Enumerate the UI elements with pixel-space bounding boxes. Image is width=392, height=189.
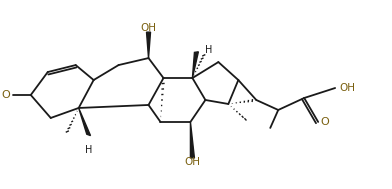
- Text: O: O: [1, 90, 10, 100]
- Text: O: O: [320, 117, 329, 127]
- Text: OH: OH: [184, 157, 200, 167]
- Polygon shape: [192, 52, 198, 78]
- Text: H: H: [205, 45, 212, 55]
- Polygon shape: [191, 122, 194, 158]
- Text: H: H: [85, 145, 93, 155]
- Polygon shape: [147, 32, 151, 58]
- Text: OH: OH: [339, 83, 355, 93]
- Polygon shape: [79, 108, 91, 136]
- Text: OH: OH: [140, 23, 156, 33]
